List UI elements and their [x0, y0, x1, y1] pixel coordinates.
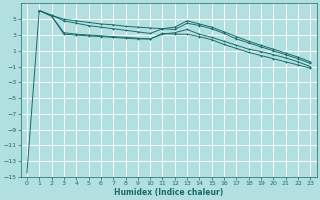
- X-axis label: Humidex (Indice chaleur): Humidex (Indice chaleur): [114, 188, 223, 197]
